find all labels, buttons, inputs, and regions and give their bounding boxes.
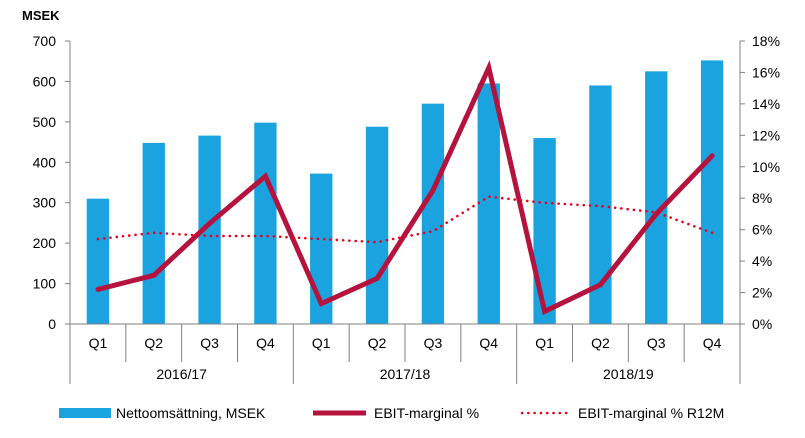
- x-tick-label: Q2: [144, 335, 163, 351]
- y-tick-label: 700: [33, 33, 57, 49]
- bar: [700, 60, 724, 325]
- y-tick-label: 400: [33, 154, 57, 170]
- ebit-r12m-dotted-line: [96, 195, 714, 244]
- y-tick-label: 600: [33, 73, 57, 89]
- y-axis-left: 0 100 200 300 400 500 600 700: [33, 33, 70, 332]
- group-label: 2017/18: [380, 366, 431, 382]
- y2-tick-label: 0%: [752, 316, 772, 332]
- bar: [198, 135, 221, 324]
- bar: [421, 103, 445, 325]
- y2-tick-label: 16%: [752, 64, 780, 80]
- y2-tick-label: 10%: [752, 159, 780, 175]
- y-tick-label: 500: [33, 114, 57, 130]
- bar: [589, 85, 612, 324]
- bar-series: [86, 60, 724, 325]
- group-label: 2018/19: [603, 366, 654, 382]
- y2-tick-label: 6%: [752, 222, 772, 238]
- x-tick-label: Q1: [535, 335, 554, 351]
- x-tick-label: Q3: [647, 335, 666, 351]
- x-tick-label: Q1: [89, 335, 108, 351]
- y2-tick-label: 8%: [752, 190, 772, 206]
- x-tick-label: Q4: [256, 335, 275, 351]
- y2-tick-label: 2%: [752, 285, 772, 301]
- y2-tick-label: 12%: [752, 127, 780, 143]
- y-tick-label: 100: [33, 276, 57, 292]
- legend-label: Nettoomsättning, MSEK: [116, 405, 266, 421]
- x-tick-label: Q1: [312, 335, 331, 351]
- ebit-margin-line: [95, 59, 715, 316]
- bar: [86, 198, 110, 324]
- y2-tick-label: 14%: [752, 96, 780, 112]
- bar: [533, 138, 556, 324]
- x-tick-label: Q2: [368, 335, 387, 351]
- bar: [254, 122, 277, 324]
- x-tick-label: Q3: [200, 335, 219, 351]
- y-tick-label: 200: [33, 235, 57, 251]
- y-tick-label: 0: [48, 316, 56, 332]
- y-tick-label: 300: [33, 195, 57, 211]
- y-axis-unit-label: MSEK: [22, 8, 60, 23]
- x-axis: Q1 Q2 Q3 Q4 Q1 Q2 Q3 Q4 Q1 Q2 Q3 Q4 2016/17 2017/18 20…: [69, 324, 741, 384]
- y2-tick-label: 18%: [752, 33, 780, 49]
- x-tick-label: Q2: [591, 335, 610, 351]
- x-tick-label: Q4: [479, 335, 498, 351]
- group-label: 2016/17: [156, 366, 207, 382]
- y2-tick-label: 4%: [752, 253, 772, 269]
- axes: [69, 41, 741, 325]
- legend-label: EBIT-marginal %: [374, 405, 479, 421]
- y-axis-right: 0% 2% 4% 6% 8% 10% 12% 14% 16% 18%: [740, 33, 780, 332]
- bar: [365, 126, 389, 324]
- bar: [645, 71, 668, 324]
- legend: Nettoomsättning, MSEK EBIT-marginal % EBIT…: [59, 405, 724, 421]
- x-tick-label: Q3: [424, 335, 443, 351]
- legend-label: EBIT-marginal % R12M: [578, 405, 724, 421]
- x-tick-label: Q4: [703, 335, 722, 351]
- line-series: [95, 59, 715, 316]
- bar: [477, 83, 500, 324]
- legend-swatch-bar: [59, 408, 111, 418]
